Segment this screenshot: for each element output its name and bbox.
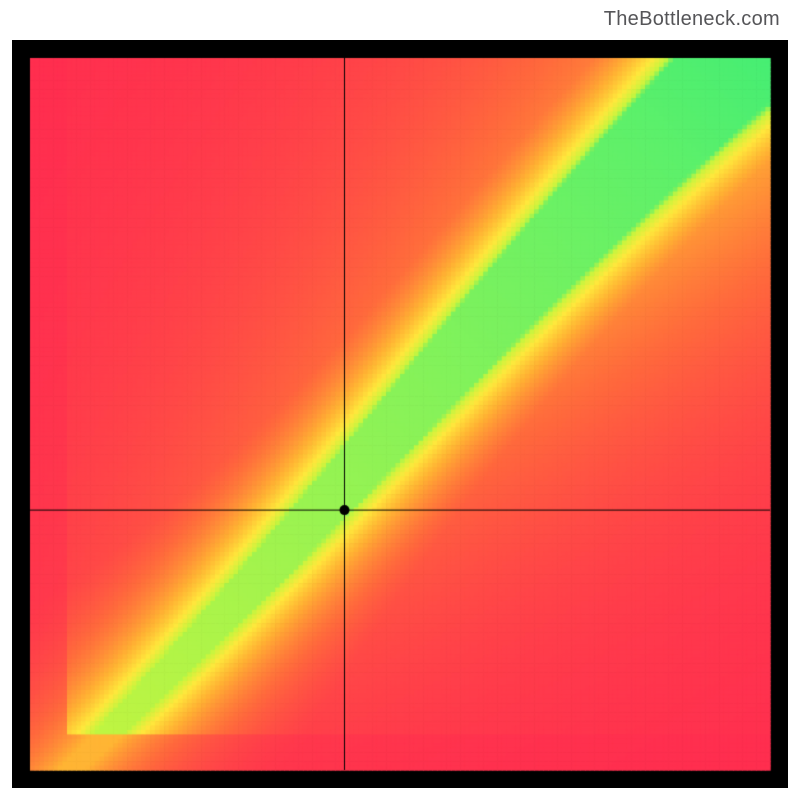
plot-frame (12, 40, 788, 788)
bottleneck-heatmap (12, 40, 788, 788)
watermark-text: TheBottleneck.com (604, 8, 780, 31)
